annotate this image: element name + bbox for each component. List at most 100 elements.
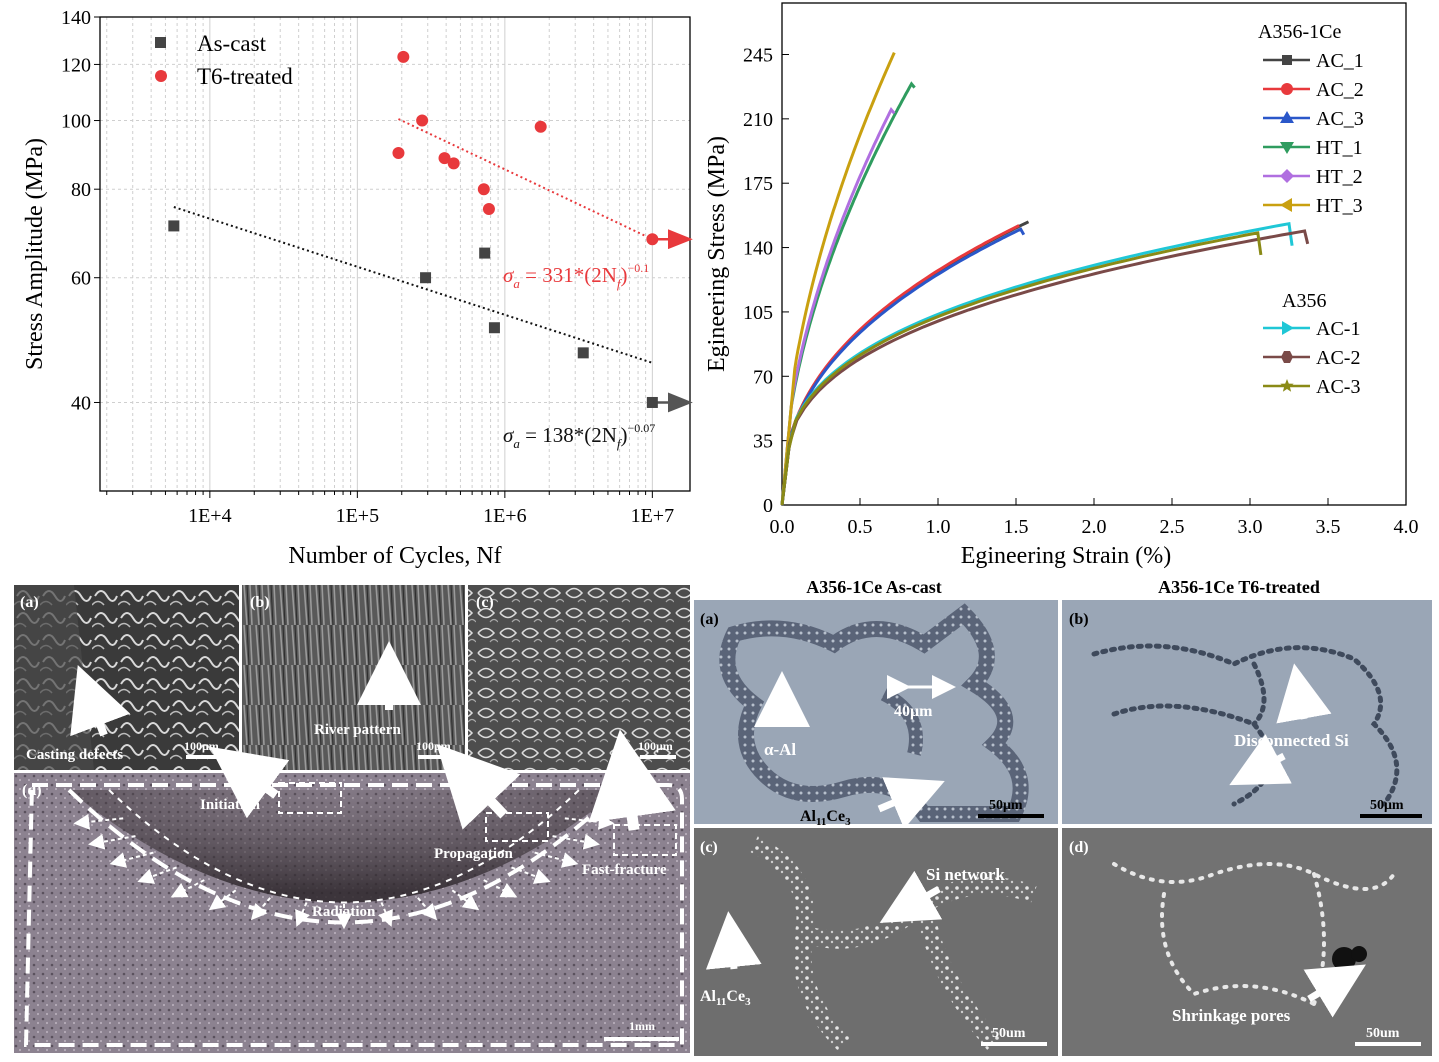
- ss-x-axis-title: Egineering Strain (%): [961, 543, 1172, 569]
- panel-c-label: (c): [476, 594, 494, 611]
- panel-b-caption: River pattern: [314, 722, 401, 738]
- ss-curve-ac-2: [780, 229, 1310, 506]
- sn-x-tick-label: 1E+5: [336, 505, 380, 527]
- radiation-arrow: [137, 866, 177, 884]
- legend-label: AC-1: [1316, 318, 1360, 340]
- ss-curve-ht-2: [780, 107, 896, 506]
- panel-c-micro-label: (c): [700, 839, 718, 856]
- sem-panel-c-micro: (c) Si network Al11Ce3 50um: [694, 828, 1058, 1056]
- legend-marker: [1280, 111, 1294, 123]
- data-point-t6: [482, 203, 495, 216]
- legend-label: AC_3: [1316, 108, 1364, 130]
- panel-a-micro-scale: 50μm: [989, 798, 1023, 813]
- ss-x-tick-label: 2.0: [1082, 516, 1107, 538]
- sn-y-tick-label: 40: [71, 392, 91, 414]
- radiation-arrow: [295, 902, 310, 927]
- data-point-t6: [397, 50, 410, 63]
- ss-x-tick-label: 1.0: [926, 516, 951, 538]
- ss-curve-ac-3: [780, 231, 1263, 506]
- sn-fit-line: [398, 118, 653, 241]
- ss-x-tick-label: 3.0: [1238, 516, 1263, 538]
- legend-marker-t6: [155, 70, 167, 82]
- ss-y-tick-label: 175: [743, 173, 773, 195]
- legend-marker: [1280, 198, 1292, 212]
- ss-curve-ac-3: [780, 227, 1026, 506]
- sn-y-tick-label: 100: [61, 111, 91, 133]
- ss-x-tick-label: 0.0: [770, 516, 795, 538]
- radiation-arrow: [451, 889, 480, 911]
- ss-x-tick-label: 0.5: [848, 516, 873, 538]
- optical-panel-b: (b) Disconnected Si 50μm: [1062, 600, 1432, 824]
- radiation-arrow: [208, 889, 237, 911]
- sn-x-tick-label: 1E+7: [631, 505, 675, 527]
- ss-plot-frame: [781, 2, 1407, 506]
- legend-marker: [1282, 55, 1292, 65]
- panel-a-caption: Casting defects: [26, 747, 123, 763]
- panel-b-scale: 100μm: [416, 739, 451, 753]
- legend-marker: [1280, 142, 1294, 154]
- legend-label: HT_1: [1316, 137, 1363, 159]
- stress-strain-chart: 0.0 0.5 1.0 1.5 2.0 2.5 3.0 3.5 4.0 0 35 70 105 140 17…: [704, 2, 1419, 569]
- data-point-as-cast: [577, 347, 589, 359]
- ss-y-tick-label: 245: [743, 44, 773, 66]
- data-point-t6: [416, 114, 429, 127]
- radiation-arrow: [250, 897, 271, 921]
- panel-d-scale: 1mm: [629, 1019, 655, 1033]
- column-title-t6: A356-1Ce T6-treated: [1158, 577, 1320, 597]
- legend-label: AC_1: [1316, 50, 1364, 72]
- radiation-arrow: [170, 879, 205, 898]
- ss-y-tick-label: 105: [743, 302, 773, 324]
- radiation-arrow: [534, 851, 579, 868]
- legend-marker: [1281, 83, 1293, 95]
- al11ce3-label-c: Al11Ce3: [700, 988, 751, 1008]
- radiation-label: Radiation: [312, 904, 376, 920]
- legend-group-title-a356: A356: [1282, 290, 1326, 312]
- sn-fit-line: [173, 206, 653, 364]
- panel-a-label: (a): [20, 594, 39, 611]
- panel-a-micro-label: (a): [700, 611, 719, 628]
- as-cast-fit-equation: σa = 138*(2Nf)−0.07: [503, 421, 655, 451]
- legend-label: AC_2: [1316, 79, 1364, 101]
- legend-marker: [1281, 351, 1293, 363]
- si-network-label: Si network: [926, 865, 1005, 884]
- ss-x-tick-label: 2.5: [1160, 516, 1185, 538]
- sem-panel-c: (c) 100μm: [468, 585, 690, 770]
- microstructure-figure: A356-1Ce As-cast A356-1Ce T6-treated (a)…: [694, 577, 1432, 1056]
- legend-marker: [1280, 169, 1294, 183]
- data-point-t6: [534, 120, 547, 133]
- radiation-arrow: [109, 851, 154, 868]
- sn-y-tick-label: 140: [61, 7, 91, 29]
- t6-fit-equation: σa = 331*(2Nf)−0.1: [503, 261, 649, 291]
- sn-x-tick-label: 1E+4: [188, 505, 232, 527]
- fast-fracture-label: Fast-fracture: [582, 862, 667, 878]
- sem-panel-d-micro: (d) Shrinkage pores 50um: [1062, 828, 1432, 1056]
- disconnected-si-label: Disconnected Si: [1234, 731, 1349, 750]
- ss-y-axis-title: Egineering Stress (MPa): [704, 136, 730, 372]
- data-point-t6: [438, 152, 451, 165]
- ss-y-tick-label: 70: [753, 366, 773, 388]
- data-point-as-cast: [168, 220, 180, 232]
- radiation-arrow: [511, 866, 551, 884]
- panel-c-micro-scale: 50um: [992, 1026, 1026, 1041]
- propagation-label: Propagation: [434, 846, 514, 862]
- panel-c-scale: 100μm: [638, 739, 673, 753]
- legend-label: AC-3: [1316, 376, 1360, 398]
- sem-panel-a: (a) Casting defects 100μm: [14, 585, 239, 770]
- sn-y-tick-label: 120: [61, 54, 91, 76]
- legend-label-as-cast: As-cast: [197, 31, 267, 56]
- data-point-t6: [477, 183, 490, 196]
- radiation-arrow: [378, 902, 393, 927]
- sem-panel-b: (b) River pattern 100μm: [242, 585, 465, 770]
- legend-marker-as-cast: [155, 37, 166, 48]
- panel-d-label: (d): [22, 782, 42, 799]
- panel-b-label: (b): [250, 594, 270, 611]
- initiation-label: Initiation: [200, 797, 261, 813]
- panel-b-micro-scale: 50μm: [1370, 798, 1404, 813]
- column-title-as-cast: A356-1Ce As-cast: [806, 577, 941, 597]
- sn-legend: As-cast T6-treated: [155, 31, 293, 89]
- ss-curve-ac-1: [780, 221, 1294, 506]
- ss-curve-ht-3: [780, 51, 896, 506]
- panel-d-micro-scale: 50um: [1366, 1026, 1400, 1041]
- ss-x-tick-label: 1.5: [1004, 516, 1029, 538]
- sn-x-axis-title: Number of Cycles, Nf: [288, 543, 501, 569]
